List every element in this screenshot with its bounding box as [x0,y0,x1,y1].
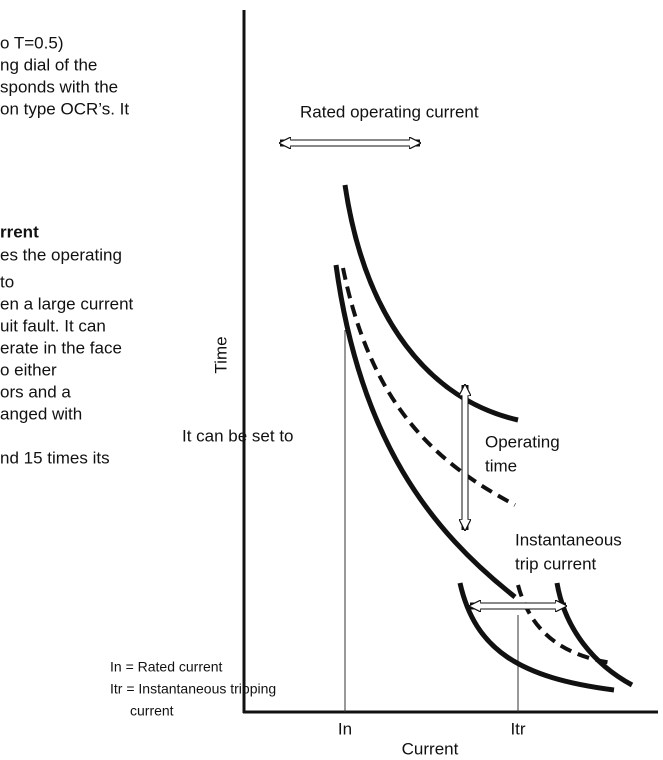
body-line: o T=0.5) [0,33,63,52]
body-line: anged with [0,404,82,423]
annotation: Rated operating current [300,102,479,121]
body-line: erate in the face [0,338,122,357]
x-axis-label: Current [402,739,459,758]
text-layer: o T=0.5) ng dial of the sponds with the on … [0,33,622,758]
legend-line: Itr = Instantaneous tripping [110,681,276,697]
inst-upper-curve [554,582,634,688]
legend-line: In = Rated current [110,659,223,675]
body-line: It can be set to [182,426,294,445]
lower-curve [333,264,517,599]
dashed-curve [341,267,516,507]
body-line: sponds with the [0,77,118,96]
annotation: Operating [485,432,560,451]
annotation: time [485,456,517,475]
body-line: on type OCR’s. It [0,99,129,118]
inst-lower-curve [457,582,615,693]
body-line: o either [0,360,57,379]
annotation: Instantaneous [515,530,622,549]
upper-curve [342,184,519,423]
legend-line: current [130,703,174,719]
annotation: trip current [515,554,597,573]
body-line: es the operating [0,245,122,264]
body-line: ors and a [0,382,71,401]
body-line: uit fault. It can [0,316,106,335]
body-line: en a large current [0,294,134,313]
x-mark-label: In [338,719,352,738]
x-mark-label: Itr [510,719,525,738]
body-line: ng dial of the [0,55,97,74]
inst-dashed-curve [516,584,613,665]
body-heading: rrent [0,222,39,241]
body-line: nd 15 times its [0,448,110,467]
y-axis-label: Time [211,336,230,373]
body-line: to [0,272,14,291]
